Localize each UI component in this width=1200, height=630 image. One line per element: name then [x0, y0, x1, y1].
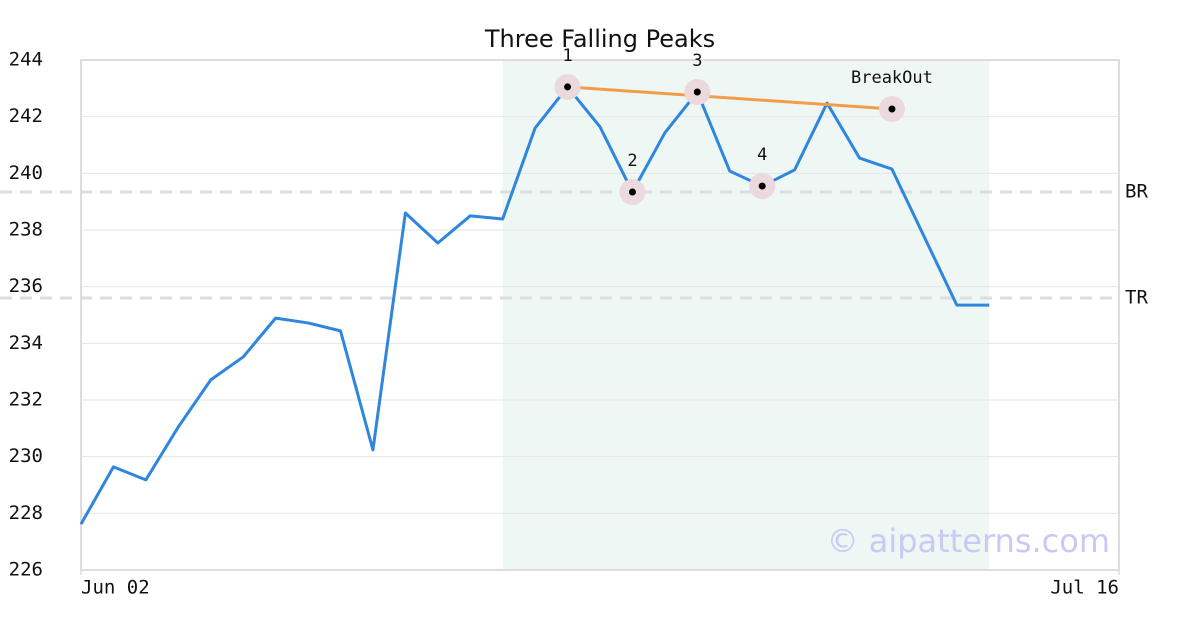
point-label: 3 [692, 51, 702, 71]
y-tick-label: 240 [9, 162, 43, 184]
watermark: © aipatterns.com [827, 522, 1110, 560]
trend-line [567, 85, 893, 111]
level-label: TR [1125, 287, 1148, 309]
plot-frame [80, 59, 1120, 571]
point-marker [693, 88, 701, 96]
y-tick-label: 238 [9, 219, 43, 241]
chart-title: Three Falling Peaks [484, 25, 715, 53]
point-label: 2 [627, 151, 637, 171]
point-label: 1 [562, 46, 572, 66]
y-tick-label: 228 [9, 502, 43, 524]
x-tick-label: Jul 16 [1050, 577, 1119, 599]
highlight-region [502, 60, 990, 570]
point-label: 4 [757, 145, 767, 165]
point-marker [564, 83, 572, 91]
y-tick-label: 234 [9, 332, 43, 354]
level-label: BR [1125, 181, 1148, 203]
price-line [79, 85, 990, 525]
x-tick-label: Jun 02 [81, 577, 150, 599]
y-tick-label: 230 [9, 445, 43, 467]
y-tick-label: 242 [9, 105, 43, 127]
point-marker [758, 182, 766, 190]
y-tick-label: 232 [9, 389, 43, 411]
y-tick-label: 236 [9, 275, 43, 297]
point-label: BreakOut [851, 68, 933, 88]
point-marker [628, 188, 636, 196]
point-marker [888, 105, 896, 113]
y-tick-label: 226 [9, 559, 43, 581]
y-tick-label: 244 [9, 49, 43, 71]
